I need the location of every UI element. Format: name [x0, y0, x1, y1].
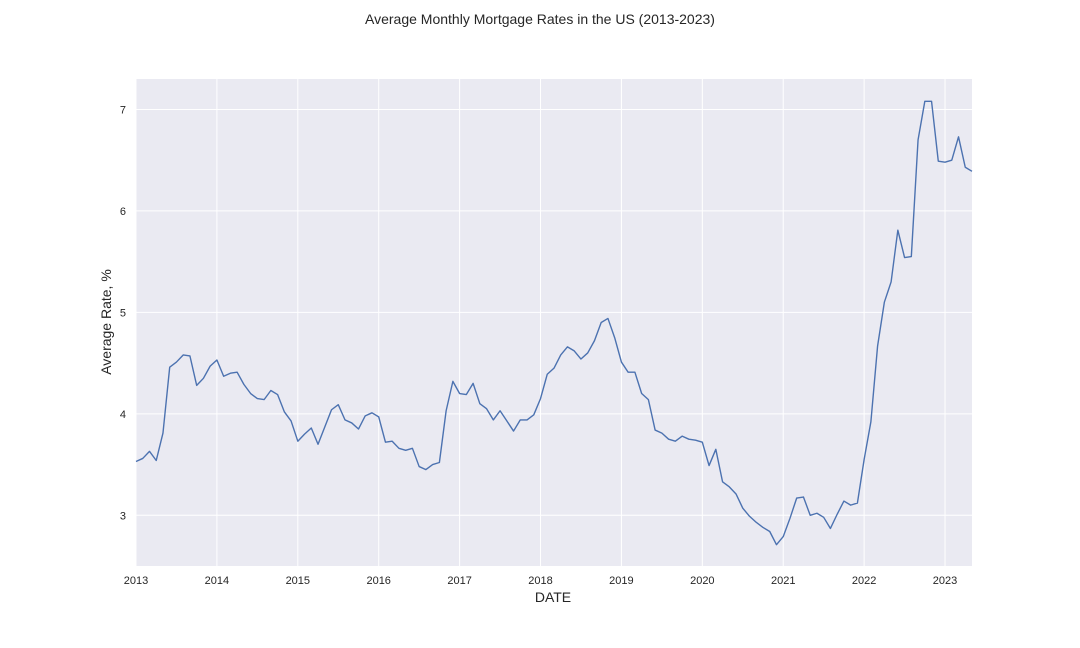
chart-title: Average Monthly Mortgage Rates in the US… [365, 11, 715, 27]
plot-area [136, 79, 972, 566]
x-axis-label: DATE [535, 589, 571, 605]
x-tick-label: 2022 [852, 575, 876, 587]
series-layer [135, 100, 973, 546]
x-tick-label: 2018 [528, 575, 552, 587]
y-axis-label: Average Rate, % [98, 269, 114, 375]
y-tick-label: 5 [120, 307, 126, 319]
y-tick-labels: 3 4 5 6 7 [120, 104, 126, 522]
x-tick-label: 2015 [286, 575, 310, 587]
y-tick-label: 7 [120, 104, 126, 116]
x-tick-label: 2016 [366, 575, 390, 587]
x-tick-label: 2020 [690, 575, 714, 587]
x-tick-label: 2023 [933, 575, 957, 587]
x-tick-labels: 2013 2014 2015 2016 2017 2018 2019 2020 2021 2022… [124, 575, 958, 587]
y-tick-label: 6 [120, 206, 126, 218]
x-tick-label: 2019 [609, 575, 633, 587]
x-tick-label: 2021 [771, 575, 795, 587]
series-line [135, 100, 973, 546]
y-tick-label: 3 [120, 510, 126, 522]
x-tick-label: 2014 [205, 575, 229, 587]
y-gridlines [136, 108, 972, 516]
x-gridlines [135, 79, 946, 566]
x-tick-label: 2013 [124, 575, 148, 587]
y-tick-label: 4 [120, 409, 126, 421]
x-tick-label: 2017 [447, 575, 471, 587]
